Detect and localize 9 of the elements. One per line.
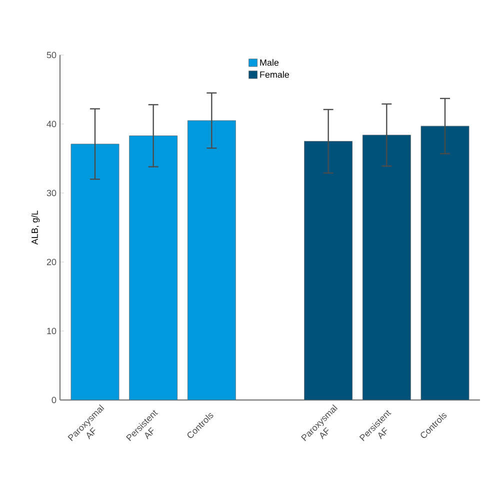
y-axis-title: ALB, g/L [31,210,40,245]
y-tick-label: 50 [46,52,56,58]
y-tick-label: 30 [46,190,56,196]
y-tick-label: 10 [47,328,56,334]
legend-label: Female [260,71,290,78]
y-tick-label: 0 [52,396,56,404]
legend-label: Male [260,59,279,66]
y-tick-label: 20 [46,258,56,266]
y-tick-label: 40 [46,120,56,128]
